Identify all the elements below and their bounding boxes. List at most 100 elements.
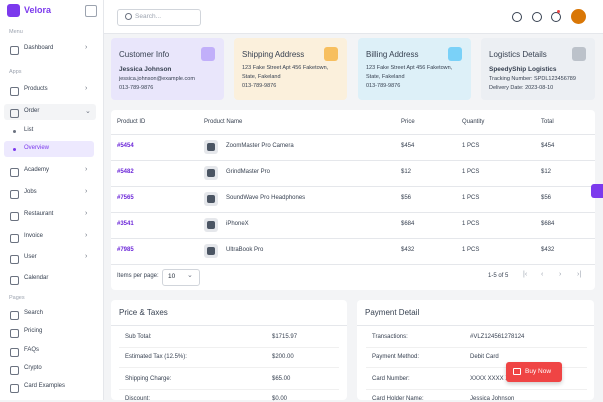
pager-button[interactable]: ›| [577, 271, 582, 278]
detail-card [111, 300, 347, 400]
card-line: 013-789-9876 [366, 83, 401, 89]
table-cell: GrindMaster Pro [226, 169, 271, 175]
table-header: Total [541, 119, 554, 125]
items-label: Items per page: [117, 273, 159, 279]
buy-button-label[interactable]: Buy Now [525, 368, 552, 375]
nav-item[interactable]: Crypto [24, 365, 42, 371]
sub-item[interactable]: List [24, 127, 34, 133]
nav-item[interactable]: Invoice [24, 233, 44, 239]
avatar[interactable] [571, 9, 586, 24]
collapse-button[interactable] [85, 5, 97, 17]
nav-item[interactable]: User [24, 254, 37, 260]
nav-item[interactable]: Search [24, 310, 44, 316]
section-title: Menu [9, 29, 23, 35]
bullet [13, 129, 16, 133]
product-id[interactable]: #5454 [117, 143, 134, 149]
divider [111, 238, 595, 239]
product-thumb-img [207, 221, 215, 229]
pager-button[interactable]: ‹ [541, 271, 544, 278]
product-id[interactable]: #7985 [117, 247, 134, 253]
nav-icon [10, 275, 19, 285]
nav-item[interactable]: Restaurant [24, 211, 54, 217]
nav-item[interactable]: Pricing [24, 328, 43, 334]
detail-label: Card Number: [372, 376, 410, 382]
table-cell: $432 [401, 247, 415, 253]
search-placeholder: Search... [135, 13, 162, 20]
card-line: Tracking Number: SPDL123456789 [489, 76, 576, 82]
active-subitem [4, 141, 94, 157]
chevron: › [85, 188, 88, 195]
card-icon [572, 47, 586, 61]
pager-button[interactable]: › [559, 271, 562, 278]
nav-item[interactable]: Jobs [24, 189, 37, 195]
sub-item[interactable]: Overview [24, 145, 50, 151]
topbar-icon[interactable] [532, 12, 542, 22]
items-value: 10 [168, 273, 176, 280]
nav-item[interactable]: Academy [24, 167, 50, 173]
product-id[interactable]: #7565 [117, 195, 134, 201]
card-title: Customer Info [119, 50, 170, 59]
card-line: jessica.johnson@example.com [119, 76, 195, 82]
detail-value: $200.00 [272, 354, 294, 360]
card-line: 123 Fake Street Apt 456 Faketown, [366, 65, 453, 71]
card-title: Billing Address [366, 50, 419, 59]
detail-label: Card Holder Name: [372, 396, 424, 402]
card-line: State, Fakeland [242, 74, 281, 80]
settings-fab[interactable] [591, 184, 603, 198]
detail-label: Sub Total: [125, 334, 152, 340]
nav-icon [10, 383, 19, 393]
detail-value: XXXX XXXX XXXX 2456 [470, 376, 537, 382]
product-thumb-img [207, 143, 215, 151]
table-header: Quantity [462, 119, 485, 125]
table-cell: 1 PCS [462, 143, 480, 149]
topbar-icon[interactable] [551, 12, 561, 22]
nav-icon [10, 310, 19, 320]
product-id[interactable]: #5482 [117, 169, 134, 175]
product-thumb-img [207, 195, 215, 203]
nav-item[interactable]: FAQs [24, 347, 40, 353]
card-line: 013-789-9876 [242, 83, 277, 89]
nav-item[interactable]: Dashboard [24, 45, 54, 51]
nav-icon [10, 233, 19, 243]
nav-icon [10, 108, 19, 118]
table-cell: $12 [401, 169, 412, 175]
divider [366, 347, 587, 348]
nav-item[interactable]: Calendar [24, 275, 49, 281]
detail-value: $1715.97 [272, 334, 298, 340]
detail-title: Price & Taxes [119, 308, 168, 317]
table-cell: 1 PCS [462, 169, 480, 175]
divider [366, 389, 587, 390]
table-card [111, 110, 595, 290]
product-thumb-img [207, 247, 215, 255]
table-cell: ZoomMaster Pro Camera [226, 143, 294, 149]
nav-item[interactable]: Products [24, 86, 48, 92]
nav-item[interactable]: Card Examples [24, 383, 66, 389]
brand: Velora [24, 5, 52, 15]
divider [111, 325, 347, 326]
buy-button[interactable] [506, 362, 562, 382]
items-select[interactable] [162, 269, 200, 286]
detail-value: #VLZ124561278124 [470, 334, 525, 340]
chevron: › [85, 253, 88, 260]
divider [111, 264, 595, 265]
table-cell: $454 [401, 143, 415, 149]
detail-value: $0.00 [272, 396, 288, 402]
product-id[interactable]: #3541 [117, 221, 134, 227]
select-chevron: ⌄ [187, 272, 193, 279]
detail-label: Payment Method: [372, 354, 420, 360]
topbar-icon[interactable] [512, 12, 522, 22]
search-box[interactable] [117, 9, 201, 26]
section-title: Apps [9, 69, 22, 75]
nav-icon [10, 167, 19, 177]
divider [357, 325, 594, 326]
card-line: Delivery Date: 2023-08-10 [489, 85, 554, 91]
chevron: › [85, 166, 88, 173]
chevron: › [85, 85, 88, 92]
pager-button[interactable]: |‹ [523, 271, 528, 278]
nav-item[interactable]: Order [24, 108, 40, 114]
detail-label: Transactions: [372, 334, 408, 340]
detail-label: Shipping Charge: [125, 376, 172, 382]
chevron: › [85, 44, 88, 51]
card-line: 013-789-9876 [119, 85, 154, 91]
